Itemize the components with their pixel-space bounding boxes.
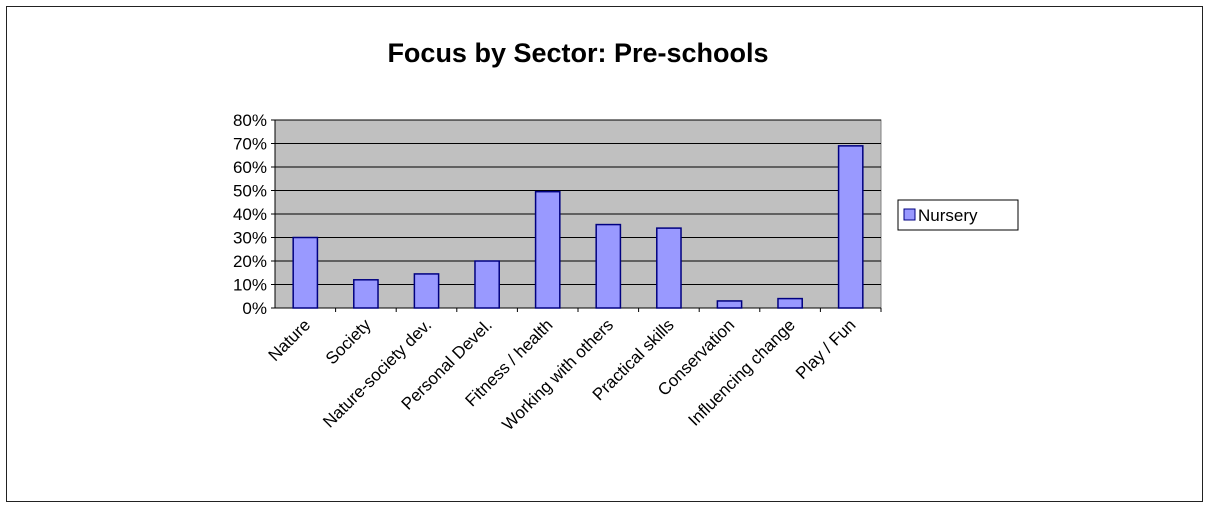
x-tick-label: Society (322, 315, 375, 368)
x-tick-label: Nature (265, 315, 315, 365)
bar (474, 260, 500, 309)
bar (656, 227, 682, 309)
legend-label: Nursery (918, 206, 978, 225)
bar (777, 297, 803, 309)
bar (534, 190, 561, 309)
legend-swatch (903, 208, 916, 221)
bar (716, 300, 743, 309)
legend-box (897, 199, 1019, 231)
legend: Nursery (897, 199, 1019, 231)
plot-area: 0% 10% 20% 30% 40% 50% 60% 70% 80% Nature SocietyN… (233, 111, 882, 434)
bar (292, 236, 319, 309)
bar (353, 279, 379, 309)
y-tick-label: 10% (233, 276, 267, 295)
y-tick-label: 0% (242, 299, 267, 318)
y-tick-label: 20% (233, 252, 267, 271)
bar (837, 145, 864, 309)
chart-title: Focus by Sector: Pre-schools (387, 38, 768, 68)
y-tick-label: 70% (233, 135, 267, 154)
x-tick-label: Working with others (498, 315, 617, 434)
x-tick-label: Nature-society dev. (319, 315, 435, 431)
y-tick-label: 80% (233, 111, 267, 130)
chart-svg: Focus by Sector: Pre-schools 0% 10% 20% 30%… (233, 38, 1019, 434)
y-tick-label: 30% (233, 229, 267, 248)
x-tick-label: Play / Fun (792, 315, 860, 383)
y-tick-label: 60% (233, 158, 267, 177)
bar (595, 223, 622, 309)
chart-frame: Focus by Sector: Pre-schools 0% 10% 20% 30%… (6, 6, 1203, 502)
x-tick-label: Influencing change (685, 315, 799, 429)
y-tick-label: 50% (233, 182, 267, 201)
y-tick-label: 40% (233, 205, 267, 224)
bar (413, 273, 440, 309)
